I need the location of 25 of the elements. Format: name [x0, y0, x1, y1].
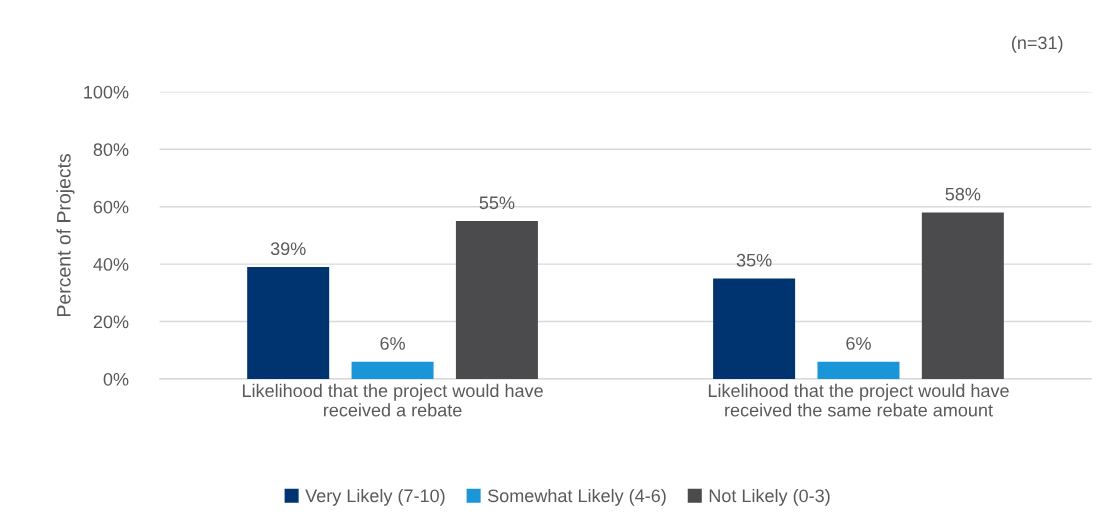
bar: [921, 212, 1004, 379]
data-label: 6%: [846, 337, 871, 350]
bar: [247, 267, 330, 379]
legend-label: Not Likely (0-3): [709, 488, 830, 506]
text: (n=31): [1011, 35, 1063, 53]
data-label: 6%: [380, 337, 405, 350]
y-tick-label: 80%: [93, 143, 129, 157]
legend-label: Very Likely (7-10): [305, 488, 445, 506]
data-label: 55%: [479, 196, 515, 210]
y-axis-title: Percent of Projects: [56, 153, 75, 316]
data-label: 35%: [736, 253, 772, 267]
bar: [713, 278, 796, 379]
data-label: 58%: [945, 187, 981, 201]
x-tick-label: Likelihood that the project would have received a rebate: [242, 383, 543, 417]
bar: [455, 221, 538, 379]
legend-label: Somewhat Likely (4-6): [487, 488, 666, 506]
y-tick-label: 60%: [93, 200, 129, 214]
y-tick-label: 0%: [103, 372, 129, 386]
bar: [351, 361, 434, 379]
data-label: 39%: [270, 242, 306, 256]
y-tick-label: 20%: [93, 315, 129, 329]
y-tick-label: 100%: [84, 85, 129, 99]
x-tick-label: Likelihood that the project would have received the same rebate amount: [708, 383, 1009, 417]
y-tick-label: 40%: [93, 258, 129, 271]
bar: [817, 361, 900, 379]
